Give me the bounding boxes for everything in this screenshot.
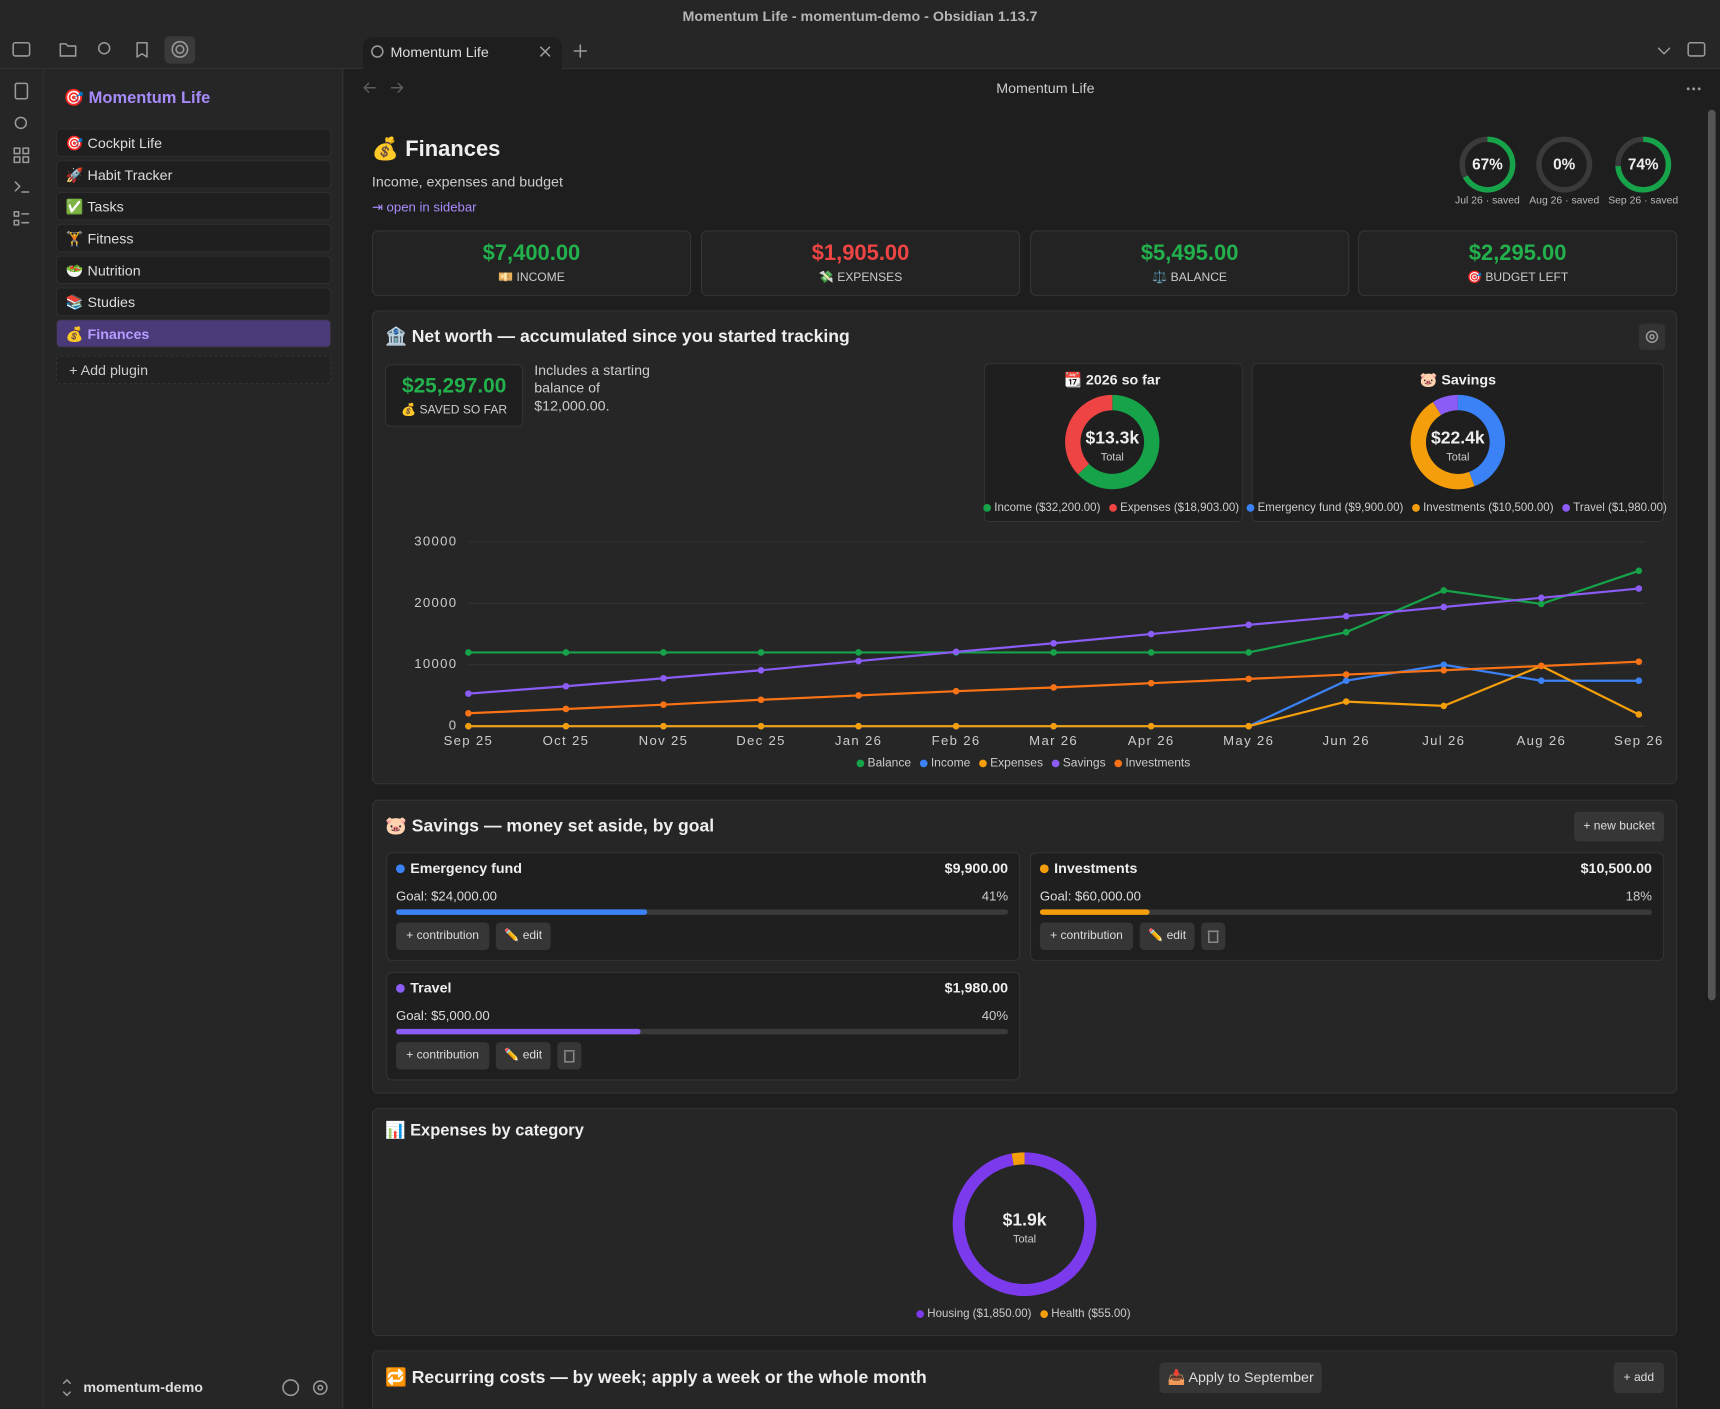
- title-bar: [0, 0, 1720, 70]
- bucket-card: [386, 971, 1021, 1081]
- ring-progress: [1615, 136, 1672, 193]
- page-subtitle: Income, expenses and budget: [371, 173, 563, 190]
- kpi-label: 🎯 BUDGET LEFT: [1466, 270, 1569, 285]
- sidebar-item[interactable]: 🎯 Cockpit Life: [55, 128, 332, 157]
- progress-bar: [395, 909, 647, 915]
- delete-button[interactable]: [557, 1042, 582, 1070]
- kpi-label: ⚖️ BALANCE: [1152, 270, 1227, 285]
- bucket-percent: 40%: [981, 1008, 1009, 1024]
- sidebar-item[interactable]: 🏋️ Fitness: [55, 223, 332, 253]
- edit-button[interactable]: ✏️ edit: [1139, 922, 1195, 950]
- bucket-amount: $1,980.00: [944, 979, 1009, 997]
- vault-name[interactable]: momentum-demo: [83, 1378, 204, 1396]
- bucket-name: Emergency fund: [410, 860, 522, 877]
- bucket-amount: $9,900.00: [944, 860, 1009, 877]
- bucket-dot: [1039, 864, 1049, 874]
- bucket-dot: [395, 983, 405, 993]
- kpi-value: $2,295.00: [1468, 241, 1567, 266]
- ring-label: 67%: [1472, 157, 1503, 174]
- bucket-name: Investments: [1054, 860, 1138, 877]
- add-plugin[interactable]: + Add plugin: [55, 355, 332, 384]
- kpi-label: 💸 EXPENSES: [818, 270, 903, 285]
- sidebar-item[interactable]: 🚀 Habit Tracker: [55, 160, 332, 189]
- donut-card: [983, 363, 1243, 523]
- sidebar-item[interactable]: 💰 Finances: [55, 319, 332, 348]
- kpi-card: [700, 230, 1021, 297]
- donut-card: [1251, 363, 1665, 523]
- apply-button[interactable]: 📥 Apply to September: [1159, 1362, 1322, 1394]
- kpi-card: [1030, 230, 1350, 297]
- add-button[interactable]: + add: [1613, 1362, 1665, 1394]
- contribution-button[interactable]: + contribution: [395, 1042, 490, 1070]
- kpi-card: [1358, 230, 1678, 297]
- bucket-amount: $10,500.00: [1580, 860, 1652, 877]
- saved-value: $25,297.00: [401, 375, 507, 399]
- contribution-button[interactable]: + contribution: [1039, 922, 1134, 950]
- ring-caption: Jul 26 · saved: [1455, 195, 1520, 206]
- kpi-value: $7,400.00: [482, 241, 581, 266]
- bucket-goal: Goal: $60,000.00: [1039, 888, 1141, 904]
- tab-label[interactable]: Momentum Life: [390, 43, 489, 61]
- sidebar-item[interactable]: ✅ Tasks: [55, 191, 332, 221]
- bucket-card: [1030, 852, 1665, 961]
- tab: [363, 37, 562, 71]
- ring-progress: [1462, 136, 1516, 193]
- contribution-button[interactable]: + contribution: [395, 922, 490, 950]
- kpi-label: 💴 INCOME: [498, 270, 565, 285]
- bucket-goal: Goal: $24,000.00: [395, 888, 497, 904]
- progress-track: [395, 1028, 1009, 1035]
- ring-track: [1615, 136, 1672, 193]
- scrollbar: [1707, 109, 1716, 1001]
- edit-button[interactable]: ✏️ edit: [495, 1042, 551, 1070]
- ring-label: 0%: [1553, 157, 1576, 174]
- progress-bar: [1039, 909, 1151, 915]
- progress-bar: [395, 1028, 641, 1035]
- ring-label: 74%: [1628, 157, 1659, 174]
- section-title: 📊 Expenses by category: [385, 1121, 584, 1140]
- section-title: 🔁 Recurring costs — by week; apply a wee…: [385, 1368, 927, 1388]
- bucket-percent: 41%: [981, 888, 1009, 904]
- saved-label: 💰 SAVED SO FAR: [401, 403, 508, 417]
- kpi-value: $1,905.00: [811, 241, 910, 266]
- expenses-panel: [371, 1107, 1678, 1337]
- bucket-percent: 18%: [1625, 888, 1652, 904]
- ribbon: [0, 69, 44, 1409]
- window-title: Momentum Life - momentum-demo - Obsidian…: [682, 7, 1038, 25]
- bucket-card: [386, 852, 1021, 961]
- new-bucket-button[interactable]: + new bucket: [1574, 811, 1665, 842]
- section-title: 🐷 Savings — money set aside, by goal: [385, 817, 715, 836]
- kpi-value: $5,495.00: [1140, 241, 1239, 266]
- progress-track: [395, 909, 1009, 915]
- recurring-panel: [371, 1350, 1678, 1409]
- ring-track: [1459, 136, 1516, 193]
- page-title: 💰 Finances: [371, 137, 501, 162]
- ring-caption: Aug 26 · saved: [1529, 195, 1599, 206]
- progress-track: [1039, 909, 1652, 915]
- sidebar-item[interactable]: 📚 Studies: [55, 287, 332, 316]
- sidebar-title: 🎯 Momentum Life: [63, 88, 211, 108]
- sidebar-item[interactable]: 🥗 Nutrition: [55, 255, 332, 285]
- delete-button[interactable]: [1201, 922, 1226, 950]
- bucket-goal: Goal: $5,000.00: [395, 1008, 490, 1024]
- section-title: 🏦 Net worth — accumulated since you star…: [385, 327, 850, 347]
- view-title: Momentum Life: [996, 80, 1095, 97]
- saved-card: [385, 364, 524, 427]
- kpi-card: [371, 230, 692, 297]
- ring-track: [1536, 136, 1593, 193]
- saved-note: Includes a starting balance of $12,000.0…: [534, 361, 650, 414]
- ring-caption: Sep 26 · saved: [1608, 195, 1678, 206]
- bucket-dot: [395, 864, 405, 874]
- edit-button[interactable]: ✏️ edit: [495, 922, 551, 950]
- sidebar-link[interactable]: ⇥ open in sidebar: [371, 199, 477, 216]
- bucket-name: Travel: [410, 979, 452, 997]
